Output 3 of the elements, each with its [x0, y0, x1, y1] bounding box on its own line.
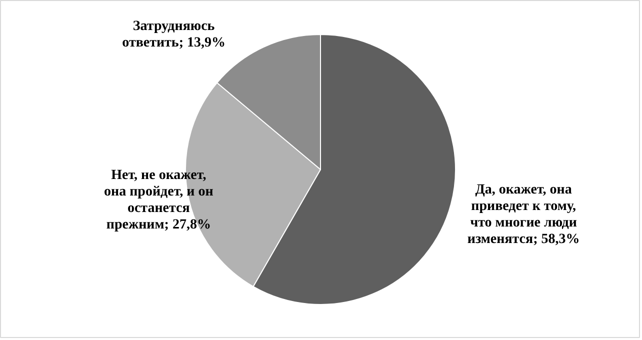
slice-label: Затрудняюсь ответить; 13,9% [122, 18, 226, 50]
slice-label: Да, окажет, она приведет к тому, что многие люди изменятся; 58,3% [467, 182, 580, 247]
slice-label: Нет, не окажет, она пройдет, и он останется прежним; 27,8% [104, 168, 214, 232]
